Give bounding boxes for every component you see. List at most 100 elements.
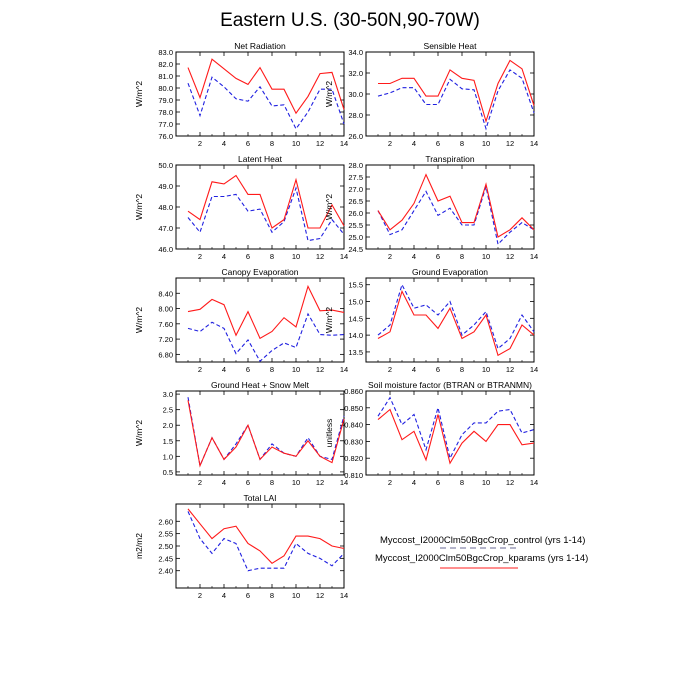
panel-title: Total LAI (243, 493, 276, 503)
x-tick-label: 12 (506, 365, 514, 374)
series-line-control (187, 397, 345, 468)
x-tick-label: 12 (316, 252, 324, 261)
y-tick-label: 28.0 (348, 161, 363, 170)
plot-frame (175, 503, 345, 589)
y-axis-label: W/m^2 (324, 307, 334, 333)
y-tick-label: 0.830 (344, 437, 363, 446)
series-line-kparams (187, 400, 345, 468)
y-tick-label: 6.80 (158, 350, 173, 359)
y-tick-label: 26.5 (348, 197, 363, 206)
x-tick-label: 4 (412, 139, 416, 148)
series-line-kparams (187, 174, 345, 229)
panel-title: Soil moisture factor (BTRAN or BTRANMN) (368, 380, 532, 390)
y-tick-label: 49.0 (158, 182, 173, 191)
chart-panel: Soil moisture factor (BTRAN or BTRANMN) u… (324, 380, 538, 487)
x-tick-label: 6 (436, 139, 440, 148)
x-tick-label: 6 (246, 252, 250, 261)
x-tick-label: 4 (412, 365, 416, 374)
y-tick-label: 83.0 (158, 48, 173, 57)
x-tick-label: 14 (530, 478, 538, 487)
x-tick-label: 2 (198, 365, 202, 374)
y-axis-label: unitless (324, 419, 334, 448)
y-tick-label: 27.5 (348, 173, 363, 182)
x-tick-label: 4 (222, 139, 226, 148)
x-tick-label: 6 (246, 478, 250, 487)
y-tick-label: 2.5 (163, 406, 173, 415)
x-tick-label: 12 (316, 591, 324, 600)
y-axis-label: m2/m2 (134, 533, 144, 559)
x-tick-label: 2 (198, 591, 202, 600)
y-tick-label: 25.0 (348, 233, 363, 242)
y-tick-label: 25.5 (348, 221, 363, 230)
x-tick-label: 2 (198, 139, 202, 148)
x-tick-label: 6 (436, 478, 440, 487)
series-line-control (377, 396, 535, 460)
y-tick-label: 24.5 (348, 245, 363, 254)
y-tick-label: 15.0 (348, 298, 363, 307)
series-line-kparams (378, 59, 535, 124)
series-line-control (377, 69, 535, 131)
x-tick-label: 2 (388, 365, 392, 374)
y-tick-label: 13.5 (348, 348, 363, 357)
y-tick-label: 2.0 (163, 421, 173, 430)
y-tick-label: 0.850 (344, 404, 363, 413)
panel-title: Canopy Evaporation (221, 267, 298, 277)
y-tick-label: 15.5 (348, 281, 363, 290)
x-tick-label: 14 (530, 365, 538, 374)
legend-swatch-kparams (440, 567, 518, 569)
series-line-control (187, 76, 345, 130)
series-line-control (187, 186, 345, 242)
y-tick-label: 81.0 (158, 72, 173, 81)
y-tick-label: 76.0 (158, 132, 173, 141)
panel-title: Net Radiation (234, 41, 286, 51)
plot-frame (175, 277, 345, 363)
series-line-kparams (377, 289, 535, 357)
y-tick-label: 0.860 (344, 387, 363, 396)
x-tick-label: 14 (340, 365, 348, 374)
y-tick-label: 78.0 (158, 108, 173, 117)
series-line-control (187, 511, 345, 572)
panel-title: Ground Heat + Snow Melt (211, 380, 310, 390)
plot-frame (175, 164, 345, 250)
x-tick-label: 14 (530, 139, 538, 148)
x-tick-label: 2 (388, 478, 392, 487)
y-axis-label: W/m^2 (134, 194, 144, 220)
legend-label-kparams: Myccost_I2000Clm50BgcCrop_kparams (yrs 1… (375, 553, 589, 564)
x-tick-label: 10 (292, 478, 300, 487)
x-tick-label: 8 (270, 252, 274, 261)
x-tick-label: 14 (530, 252, 538, 261)
x-tick-label: 2 (198, 478, 202, 487)
x-tick-label: 2 (198, 252, 202, 261)
series-line-control (377, 184, 535, 246)
series-line-control (187, 312, 345, 363)
x-tick-label: 10 (482, 478, 490, 487)
y-tick-label: 32.0 (348, 69, 363, 78)
y-tick-label: 8.40 (158, 289, 173, 298)
x-tick-label: 8 (270, 478, 274, 487)
x-tick-label: 4 (412, 478, 416, 487)
legend-label-control: Myccost_I2000Clm50BgcCrop_control (yrs 1… (380, 535, 586, 546)
y-tick-label: 7.60 (158, 320, 173, 329)
y-tick-label: 77.0 (158, 120, 173, 129)
x-tick-label: 2 (388, 139, 392, 148)
y-tick-label: 50.0 (158, 161, 173, 170)
y-tick-label: 47.0 (158, 224, 173, 233)
y-tick-label: 2.60 (158, 517, 173, 526)
series-line-kparams (187, 284, 345, 340)
chart-panel: Canopy Evaporation W/m^2 2 4 6 8 10 12 14 6.80 7.2… (134, 267, 348, 374)
legend-swatch-control (440, 547, 518, 549)
plot-frame (365, 164, 535, 250)
x-tick-label: 4 (222, 591, 226, 600)
panel-title: Transpiration (425, 154, 475, 164)
x-tick-label: 8 (270, 365, 274, 374)
x-tick-label: 10 (292, 139, 300, 148)
y-axis-label: W/m^2 (134, 420, 144, 446)
x-tick-label: 4 (412, 252, 416, 261)
x-tick-label: 12 (506, 478, 514, 487)
x-tick-label: 2 (388, 252, 392, 261)
x-tick-label: 6 (246, 591, 250, 600)
chart-panel: Latent Heat W/m^2 2 4 6 8 10 12 14 46.0 47.0 48.0 49… (134, 154, 348, 261)
